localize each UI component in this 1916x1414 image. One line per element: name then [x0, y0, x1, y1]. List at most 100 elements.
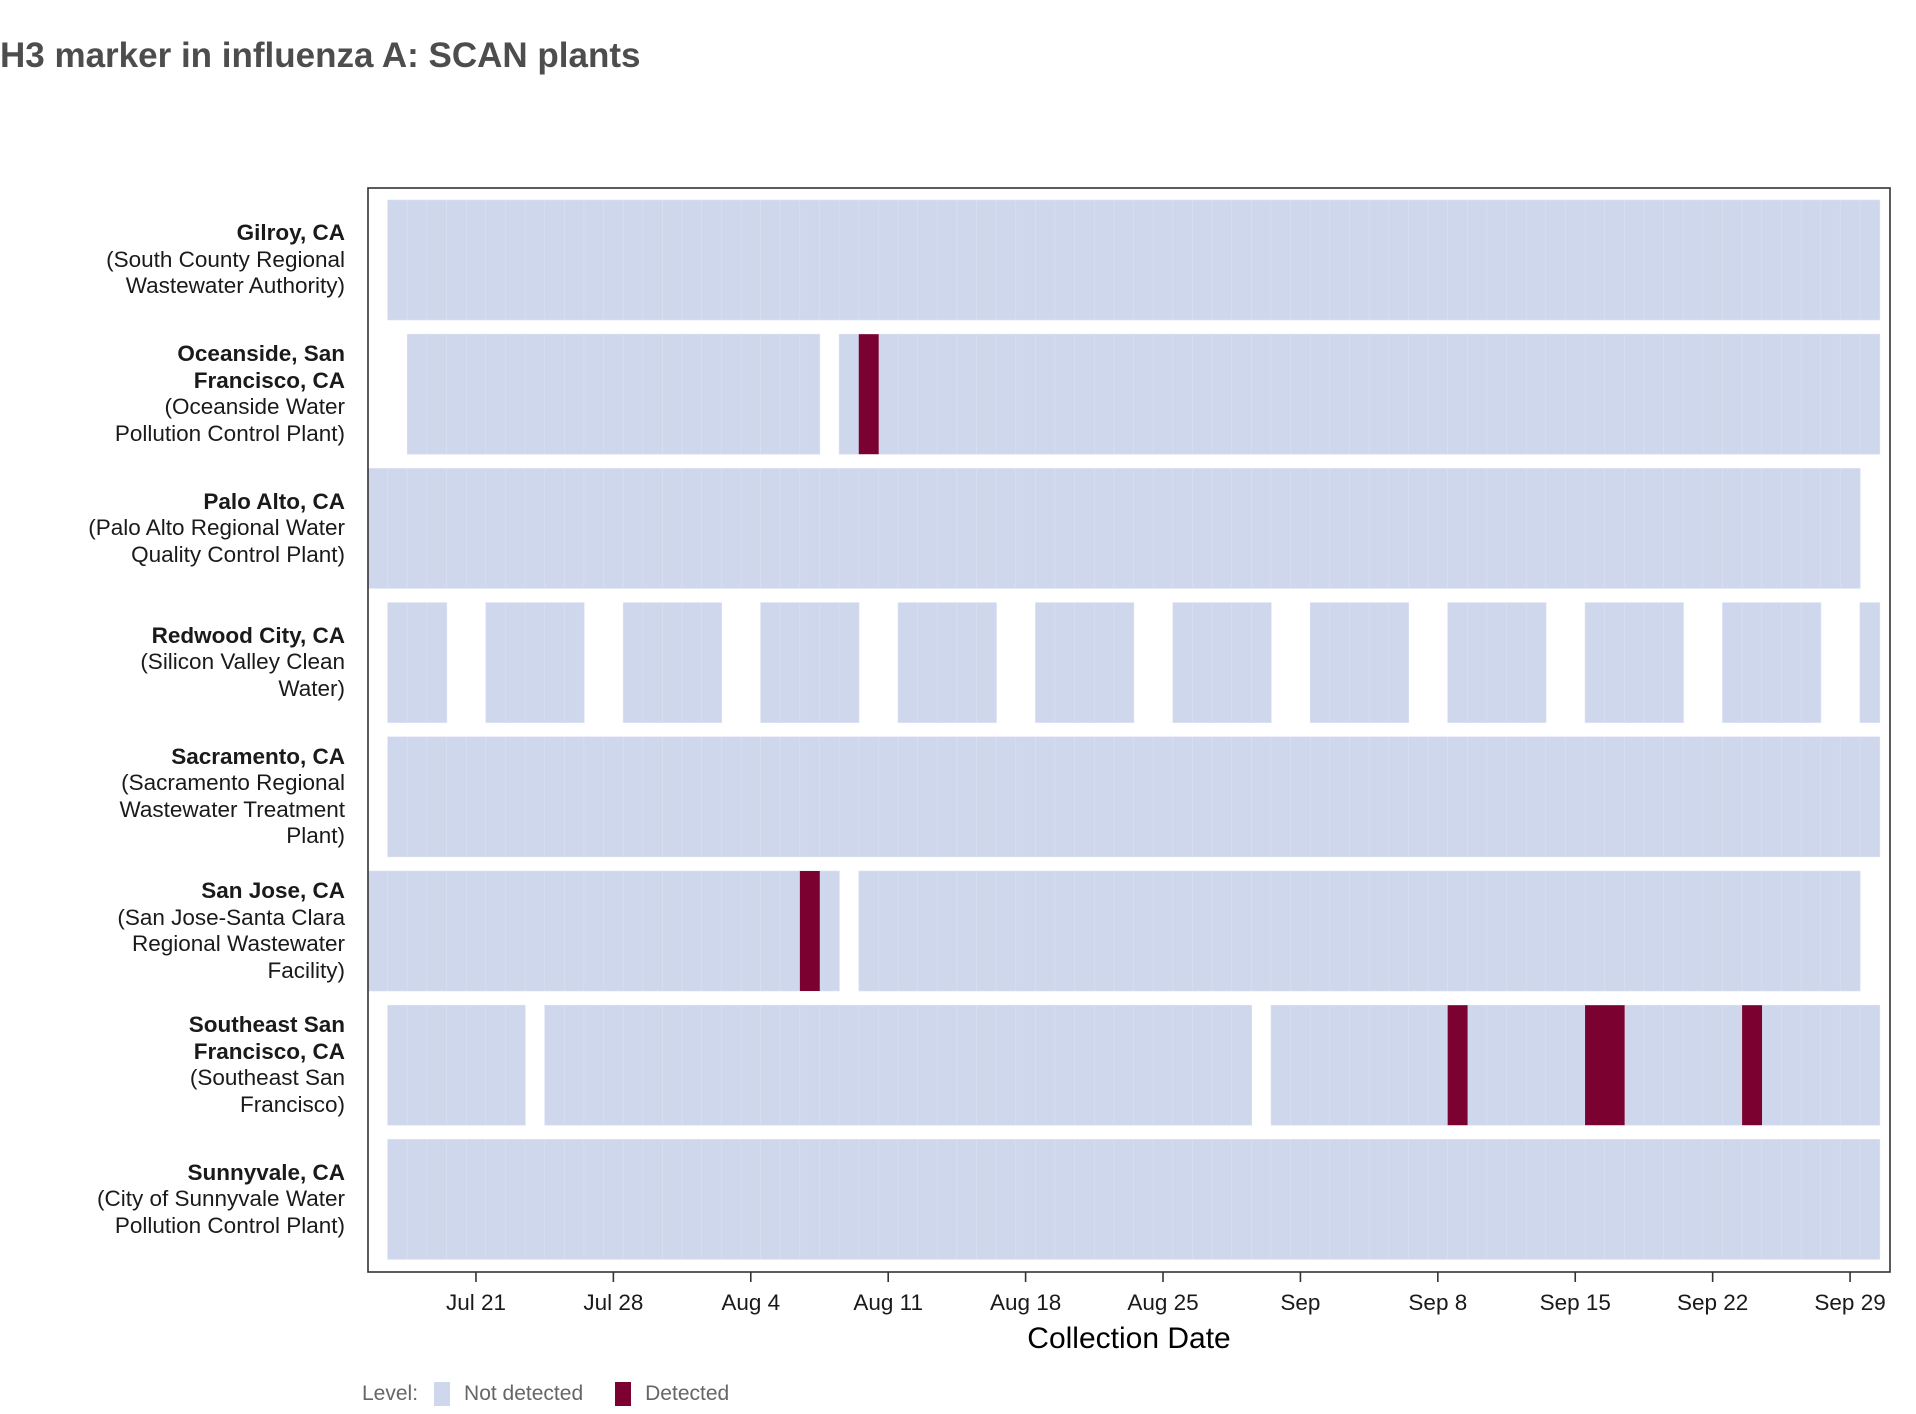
site-plant: Regional Wastewater	[131, 931, 345, 956]
tile-not-detected	[1643, 199, 1665, 321]
tile-not-detected	[1427, 333, 1449, 455]
tile-not-detected	[465, 870, 487, 992]
tile-not-detected	[603, 468, 624, 589]
tile-not-detected	[465, 1004, 487, 1126]
tile-not-detected	[1349, 736, 1370, 858]
tile-not-detected	[1270, 1139, 1292, 1260]
tile-not-detected	[583, 199, 605, 321]
tile-not-detected	[1133, 468, 1154, 589]
tile-not-detected	[1368, 870, 1390, 992]
tile-not-detected	[1309, 1004, 1331, 1126]
tile-not-detected	[1231, 736, 1252, 858]
site-plant: Pollution Control Plant)	[114, 1212, 345, 1238]
tile-not-detected	[976, 870, 997, 992]
tile-not-detected	[1447, 468, 1468, 589]
tile-not-detected	[779, 468, 801, 589]
tile-not-detected	[1172, 870, 1194, 992]
tile-not-detected	[1525, 870, 1547, 992]
tile-not-detected	[563, 1139, 585, 1260]
tile-not-detected	[1172, 199, 1194, 321]
tile-not-detected	[956, 602, 978, 723]
tile-not-detected	[1781, 333, 1802, 455]
tile-not-detected	[1663, 199, 1684, 321]
tile-not-detected	[995, 736, 1017, 858]
tile-not-detected	[1094, 1139, 1115, 1260]
tile-not-detected	[544, 736, 565, 858]
tile-not-detected	[976, 1004, 997, 1126]
tile-not-detected	[1074, 736, 1095, 858]
tile-not-detected	[956, 199, 978, 321]
tile-not-detected	[1682, 333, 1704, 455]
tile-not-detected	[1604, 468, 1625, 589]
tile-not-detected	[1859, 602, 1881, 723]
tile-not-detected	[995, 468, 1017, 589]
tile-not-detected	[1624, 199, 1645, 321]
tile-not-detected	[1152, 736, 1174, 858]
tile-not-detected	[446, 1004, 467, 1126]
tile-not-detected	[1761, 870, 1782, 992]
tile-not-detected	[642, 333, 664, 455]
tile-not-detected	[1800, 199, 1822, 321]
tile-not-detected	[740, 1139, 762, 1260]
tile-not-detected	[681, 602, 703, 723]
tile-not-detected	[878, 870, 899, 992]
tile-not-detected	[505, 870, 526, 992]
tile-not-detected	[1133, 1004, 1154, 1126]
tile-not-detected	[701, 333, 722, 455]
tile-not-detected	[1565, 199, 1586, 321]
tile-not-detected	[1466, 1004, 1488, 1126]
tile-not-detected	[1133, 333, 1154, 455]
tile-not-detected	[426, 870, 448, 992]
tile-not-detected	[1761, 1004, 1782, 1126]
tile-not-detected	[976, 1139, 997, 1260]
tile-not-detected	[485, 1139, 507, 1260]
tile-not-detected	[1349, 468, 1370, 589]
site-plant: (Sacramento Regional	[121, 770, 345, 796]
tile-not-detected	[936, 1139, 958, 1260]
tile-not-detected	[662, 468, 683, 589]
tile-not-detected	[1584, 468, 1606, 589]
tile-not-detected	[1251, 602, 1272, 723]
tile-not-detected	[1486, 468, 1508, 589]
tile-not-detected	[1722, 333, 1743, 455]
tile-not-detected	[1192, 468, 1213, 589]
tile-not-detected	[1702, 1004, 1724, 1126]
tile-not-detected	[1388, 1004, 1409, 1126]
tile-not-detected	[1545, 333, 1567, 455]
tile-not-detected	[1565, 1139, 1586, 1260]
tile-not-detected	[897, 870, 919, 992]
tile-not-detected	[1329, 468, 1351, 589]
tile-not-detected	[1172, 602, 1194, 723]
tile-not-detected	[760, 199, 781, 321]
tile-not-detected	[1624, 736, 1645, 858]
tile-not-detected	[1447, 602, 1468, 723]
tile-not-detected	[1565, 736, 1586, 858]
tile-not-detected	[387, 602, 408, 723]
tile-not-detected	[1781, 199, 1802, 321]
tile-not-detected	[1172, 1004, 1194, 1126]
tile-not-detected	[406, 1004, 428, 1126]
tile-not-detected	[524, 468, 546, 589]
tile-not-detected	[1859, 736, 1881, 858]
tile-not-detected	[1113, 468, 1135, 589]
site-name: Sacramento, CA	[171, 743, 345, 769]
tile-detected	[1585, 1005, 1605, 1126]
tile-not-detected	[1408, 1139, 1429, 1260]
x-tick-label: Sep 8	[1408, 1290, 1467, 1315]
tile-not-detected	[544, 1139, 565, 1260]
tile-not-detected	[1781, 1004, 1802, 1126]
tile-not-detected	[721, 1139, 742, 1260]
site-plant: (Silicon Valley Clean	[140, 649, 345, 675]
tile-not-detected	[1329, 736, 1351, 858]
tile-not-detected	[1211, 468, 1233, 589]
tile-not-detected	[681, 870, 703, 992]
tile-not-detected	[1309, 736, 1331, 858]
tile-not-detected	[622, 1139, 644, 1260]
tile-not-detected	[1388, 1139, 1409, 1260]
tile-not-detected	[1094, 468, 1115, 589]
tile-not-detected	[485, 870, 507, 992]
tile-not-detected	[1525, 1139, 1547, 1260]
tile-not-detected	[1113, 870, 1135, 992]
tile-not-detected	[1054, 870, 1076, 992]
tile-not-detected	[779, 1004, 801, 1126]
